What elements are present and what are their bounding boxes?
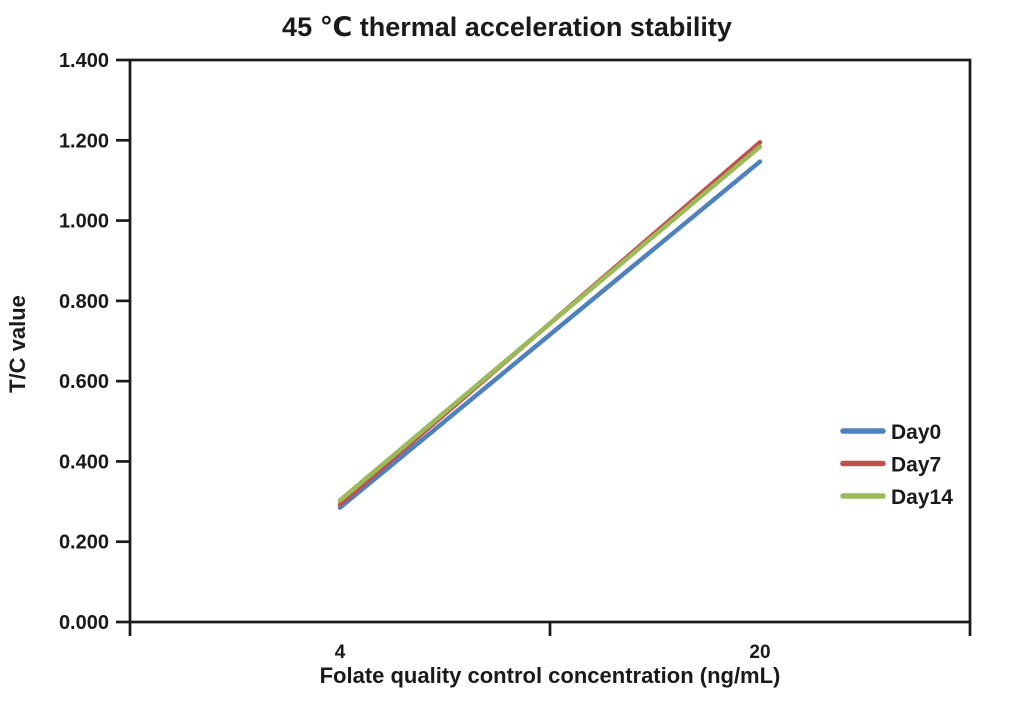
series-line-day14 [337,144,763,503]
legend-label-day0: Day0 [891,421,941,444]
y-tick-label: 1.400 [59,50,109,72]
y-tick-label: 0.800 [59,291,109,313]
y-tick-label: 1.200 [59,130,109,152]
y-tick-label: 0.200 [59,532,109,554]
y-tick-label: 0.600 [59,371,109,393]
series-line-day0 [337,159,763,510]
legend-label-day7: Day7 [891,454,941,477]
y-tick-label: 0.400 [59,451,109,473]
legend-label-day14: Day14 [891,486,953,509]
y-tick-label: 0.000 [59,612,109,634]
x-axis-title: Folate quality control concentration (ng… [319,663,781,688]
y-tick-label: 1.000 [59,211,109,233]
plot-frame [128,58,972,624]
chart-title: 45 ℃ thermal acceleration stability [282,12,732,42]
x-tick-label: 20 [749,642,770,663]
x-tick-label: 4 [335,642,346,663]
